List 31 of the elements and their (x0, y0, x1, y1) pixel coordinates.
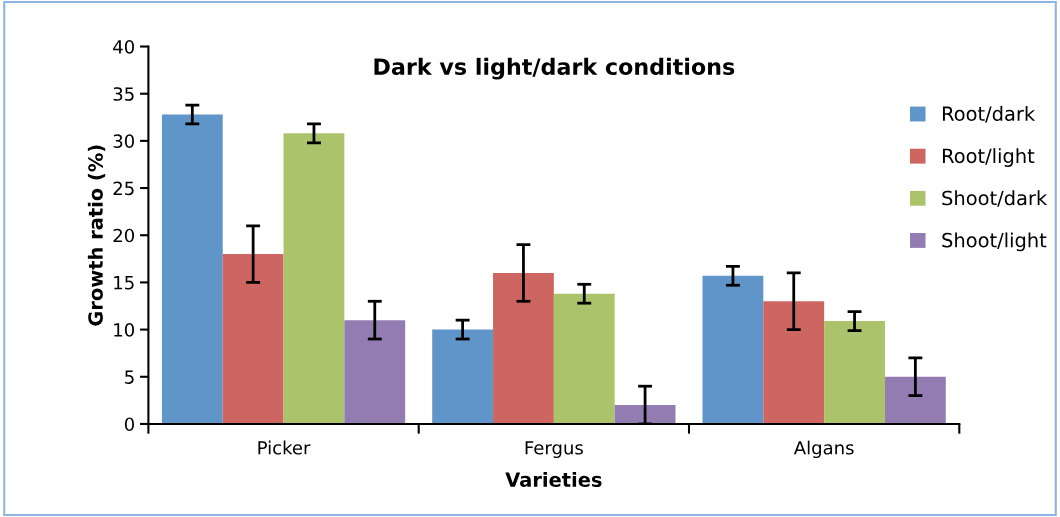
bar (824, 321, 885, 424)
legend-label: Shoot/dark (942, 190, 1048, 207)
bar (283, 133, 345, 424)
bar (763, 301, 825, 424)
y-tick-label: 10 (114, 323, 135, 337)
y-tick-label: 35 (113, 87, 134, 101)
bar (344, 320, 406, 424)
y-axis-title: Growth ratio (%) (87, 145, 106, 326)
chart-title: Dark vs light/dark conditions (374, 57, 735, 80)
bar (493, 272, 554, 424)
legend-label: Shoot/light (942, 232, 1047, 252)
bar (553, 293, 615, 424)
y-tick-label: 20 (113, 228, 135, 243)
bar (614, 405, 676, 424)
x-tick-label: Picker (258, 440, 311, 455)
x-axis-title: Varieties (505, 471, 602, 488)
bar (432, 329, 494, 424)
bar (884, 376, 946, 424)
y-tick-label: 15 (114, 276, 134, 290)
y-tick-label: 40 (113, 39, 135, 54)
bar (161, 114, 223, 424)
legend-label: Root/dark (942, 105, 1036, 123)
x-tick-label: Fergus (525, 441, 583, 459)
bar (702, 275, 764, 424)
y-tick-label: 30 (113, 134, 135, 148)
bar (222, 254, 284, 424)
x-tick-label: Algans (793, 440, 854, 459)
legend-label: Root/light (942, 148, 1035, 167)
y-tick-label: 0 (124, 417, 135, 432)
y-tick-label: 25 (113, 181, 134, 196)
y-tick-label: 5 (125, 370, 134, 384)
